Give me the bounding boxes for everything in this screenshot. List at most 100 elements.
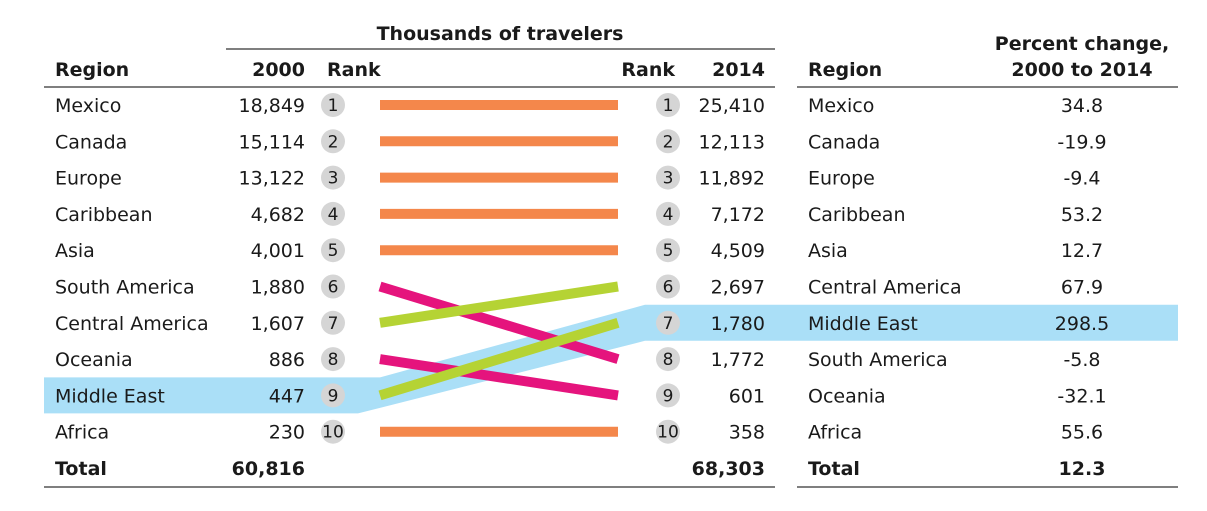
rank-circle-2014-7: [656, 310, 680, 335]
slope-line-south-america: [378, 281, 620, 364]
rank-circle-2014-6: [656, 274, 680, 299]
value-2000-canada: 15,114: [239, 131, 305, 153]
value-2000-south-america: 1,880: [251, 277, 305, 299]
total-label: Total: [55, 458, 107, 480]
rank-2014-10: 10: [657, 423, 679, 443]
value-2014-oceania: 601: [729, 385, 765, 407]
pct-change-europe: -9.4: [1063, 168, 1100, 190]
region-2000-middle-east: Middle East: [55, 385, 165, 407]
pct-change-south-america: -5.8: [1063, 349, 1100, 371]
rank-2014-3: 3: [663, 169, 674, 189]
pct-change-central-america: 67.9: [1061, 277, 1103, 299]
value-2000-middle-east: 447: [269, 385, 305, 407]
rank-2000-6: 6: [328, 278, 339, 298]
rank-circle-2000-1: [321, 93, 345, 117]
value-2014-mexico: 25,410: [699, 95, 765, 117]
rank-2014-2: 2: [663, 132, 674, 152]
value-2014-asia: 4,509: [711, 240, 765, 262]
value-2014-central-america: 2,697: [711, 277, 765, 299]
value-2000-caribbean: 4,682: [251, 204, 305, 226]
pct-change-africa: 55.6: [1061, 422, 1103, 444]
pct-change-caribbean: 53.2: [1061, 204, 1103, 226]
region-2014-canada: Canada: [808, 131, 880, 153]
header-region: Region: [55, 59, 129, 81]
region-2000-south-america: South America: [55, 277, 195, 299]
value-2014-africa: 358: [729, 422, 765, 444]
rank-circle-2000-7: [321, 310, 345, 335]
rank-circle-2000-5: [321, 238, 345, 263]
rank-circle-2014-3: [656, 165, 680, 190]
value-2000-mexico: 18,849: [239, 95, 305, 117]
rank-circle-2014-9: [656, 383, 680, 408]
rank-2000-10: 10: [322, 423, 344, 443]
value-2014-middle-east: 1,780: [711, 313, 765, 335]
value-2014-canada: 12,113: [699, 131, 765, 153]
pct-change-asia: 12.7: [1061, 240, 1103, 262]
value-2000-central-america: 1,607: [251, 313, 305, 335]
total-pct-change: 12.3: [1059, 458, 1106, 480]
rank-circle-2000-2: [321, 129, 345, 154]
pct-change-mexico: 34.8: [1061, 95, 1103, 117]
rank-2014-5: 5: [663, 241, 674, 261]
header-pct-line2: 2000 to 2014: [1011, 59, 1152, 81]
rank-circle-2000-9: [321, 383, 345, 408]
header-pct-line1: Percent change,: [995, 33, 1169, 55]
value-2014-south-america: 1,772: [711, 349, 765, 371]
region-2000-asia: Asia: [55, 240, 95, 262]
header-rank-left: Rank: [327, 59, 381, 81]
value-2000-asia: 4,001: [251, 240, 305, 262]
pct-change-oceania: -32.1: [1057, 385, 1106, 407]
rank-2000-3: 3: [328, 169, 339, 189]
value-2000-africa: 230: [269, 422, 305, 444]
slope-line-oceania: [379, 354, 619, 401]
total-label-right: Total: [808, 458, 860, 480]
total-2000: 60,816: [232, 458, 305, 480]
rank-2000-4: 4: [328, 205, 339, 225]
rank-circle-2000-3: [321, 165, 345, 190]
rank-circle-2000-10: [321, 419, 345, 444]
header-2000: 2000: [252, 59, 305, 81]
region-2000-caribbean: Caribbean: [55, 204, 153, 226]
rank-2014-6: 6: [663, 278, 674, 298]
rank-circle-2000-8: [321, 347, 345, 372]
region-2014-oceania: Oceania: [808, 385, 886, 407]
rank-circle-2014-5: [656, 238, 680, 263]
rank-2014-4: 4: [663, 205, 674, 225]
slope-layer: [378, 100, 620, 437]
rank-circle-2014-2: [656, 129, 680, 154]
rank-2000-7: 7: [328, 314, 339, 334]
rank-2000-5: 5: [328, 241, 339, 261]
header-rank-right: Rank: [621, 59, 675, 81]
region-2014-africa: Africa: [808, 422, 862, 444]
region-2014-mexico: Mexico: [808, 95, 874, 117]
rank-circle-2000-4: [321, 201, 345, 226]
value-2014-caribbean: 7,172: [711, 204, 765, 226]
region-2000-africa: Africa: [55, 422, 109, 444]
super-header: Thousands of travelers: [377, 23, 624, 45]
rank-2000-8: 8: [328, 350, 339, 370]
region-2014-middle-east: Middle East: [808, 313, 918, 335]
rank-circle-2000-6: [321, 274, 345, 299]
rank-2000-9: 9: [328, 386, 339, 406]
rank-circle-2014-10: [656, 419, 680, 444]
region-2014-asia: Asia: [808, 240, 848, 262]
pct-change-middle-east: 298.5: [1055, 313, 1109, 335]
rank-circle-2014-8: [656, 347, 680, 372]
rank-circle-2014-1: [656, 93, 680, 117]
region-2000-central-america: Central America: [55, 313, 209, 335]
rows-layer: Mexico 18,849 1 Canada 15,114 2 Europe 13,122 3 C…: [55, 93, 1109, 444]
region-2000-canada: Canada: [55, 131, 127, 153]
region-2014-caribbean: Caribbean: [808, 204, 906, 226]
header-region-right: Region: [808, 59, 882, 81]
region-2014-south-america: South America: [808, 349, 948, 371]
value-2014-europe: 11,892: [699, 168, 765, 190]
rank-2014-1: 1: [663, 96, 674, 116]
region-2014-central-america: Central America: [808, 277, 962, 299]
region-2014-europe: Europe: [808, 168, 875, 190]
rank-circle-2014-4: [656, 201, 680, 226]
region-2000-europe: Europe: [55, 168, 122, 190]
rank-2000-2: 2: [328, 132, 339, 152]
slope-line-middle-east: [378, 318, 620, 401]
rule-layer: [44, 48, 1178, 488]
